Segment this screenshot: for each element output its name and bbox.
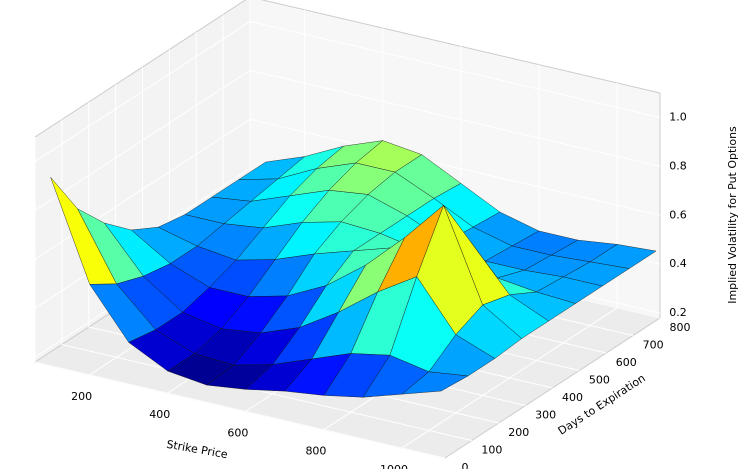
tick-label: 400 bbox=[149, 408, 170, 421]
tick-label: 800 bbox=[670, 321, 691, 334]
tick-label: 400 bbox=[562, 391, 583, 404]
tick-label: 600 bbox=[616, 356, 637, 369]
tick-label: 200 bbox=[508, 426, 529, 439]
z-axis-label: Implied Volatility for Put Options bbox=[726, 126, 739, 304]
tick-label: 600 bbox=[227, 426, 248, 439]
tick-label: 100 bbox=[481, 444, 502, 457]
grid-line bbox=[249, 118, 661, 216]
tick-label: 0 bbox=[462, 461, 469, 469]
tick-label: 1000 bbox=[380, 463, 408, 469]
x-axis-label: Strike Price bbox=[165, 438, 228, 462]
grid-line bbox=[249, 20, 661, 118]
tick-label: 500 bbox=[589, 374, 610, 387]
tick-label: 0.2 bbox=[669, 306, 687, 319]
grid-line bbox=[249, 69, 661, 167]
surface bbox=[50, 140, 657, 398]
tick-label: 0.8 bbox=[669, 159, 687, 172]
grid-line bbox=[34, 118, 251, 260]
tick-label: 800 bbox=[305, 445, 326, 458]
tick-label: 1.0 bbox=[669, 110, 687, 123]
grid-line bbox=[34, 69, 251, 211]
grid-line bbox=[34, 21, 251, 162]
surface-cell bbox=[401, 371, 469, 395]
tick-label: 300 bbox=[535, 409, 556, 422]
grid-line bbox=[61, 344, 472, 441]
tick-label: 0.6 bbox=[669, 208, 687, 221]
tick-label: 200 bbox=[71, 390, 92, 403]
grid-line bbox=[34, 361, 446, 459]
tick-label: 0.4 bbox=[669, 257, 687, 270]
tick-label: 700 bbox=[643, 339, 664, 352]
